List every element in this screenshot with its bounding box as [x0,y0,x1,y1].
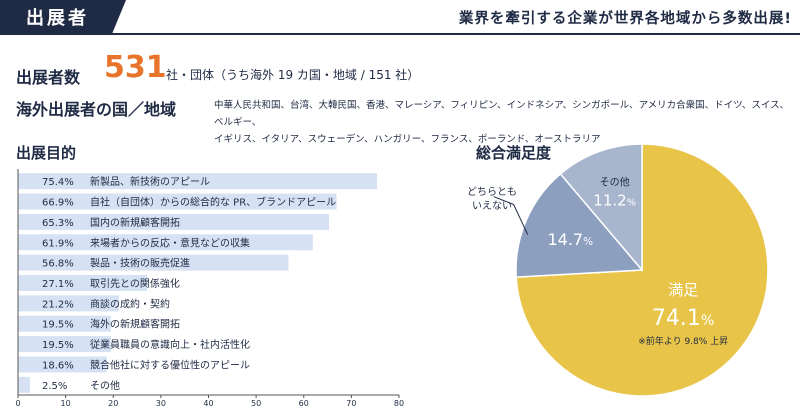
bar-8 [18,336,111,353]
pie-value-neutral: 14.7% [547,230,593,249]
bar-value-label-3: 61.9% [42,238,74,249]
pie-leader-line-neutral [493,196,529,235]
bar-x-tick-label-4: 40 [203,399,213,407]
exhibitor-count-number: 531 [104,50,167,85]
bar-x-tick-label-7: 70 [346,399,356,407]
bar-category-label-8: 従業員職員の意識向上・社内活性化 [90,338,250,351]
bar-value-label-7: 19.5% [42,320,74,331]
bar-category-label-4: 製品・技術の販売促進 [90,257,190,270]
bar-x-tick-label-2: 20 [108,399,118,407]
pie-label-neutral-line2: いえない [472,200,512,212]
bar-x-tick-label-6: 60 [299,399,309,407]
bar-3 [18,234,313,251]
pie-slice-2 [559,143,643,273]
bar-6 [18,295,119,312]
bar-category-label-9: 競合他社に対する優位性のアピール [90,358,250,371]
pie-slice-1 [515,172,644,278]
pie-label-satisfied: 満足 [668,281,698,299]
bar-value-label-9: 18.6% [42,360,74,371]
bar-2 [18,213,329,230]
exhibitor-count-label: 出展者数 [16,68,81,87]
bar-category-label-6: 商談の成約・契約 [90,297,170,310]
bar-10 [18,376,30,393]
header-tagline: 業界を牽引する企業が世界各地域から多数出展! [458,11,792,27]
countries-list-line2: イギリス、イタリア、スウェーデン、ハンガリー、フランス、ポーランド、オーストラリ… [214,134,601,145]
pie-label-neutral-line1: どちらとも [467,186,517,198]
bar-x-tick-label-8: 80 [394,399,404,407]
bar-value-label-5: 27.1% [42,279,74,290]
bar-value-label-2: 65.3% [42,218,74,229]
bar-value-label-6: 21.2% [42,299,74,310]
bar-category-label-3: 来場者からの反応・意見などの収集 [90,236,250,249]
bar-category-label-10: その他 [90,379,120,392]
countries-label: 海外出展者の国／地域 [16,100,177,119]
bar-x-tick-label-3: 30 [156,399,166,407]
bar-category-label-5: 取引先との関係強化 [90,277,180,290]
bar-5 [18,275,148,291]
bar-x-tick-label-0: 0 [15,399,20,407]
bar-x-tick-label-1: 10 [61,399,71,407]
pie-value-satisfied: 74.1% [652,306,715,331]
header-tab: 出展者 [0,0,126,34]
purpose-title: 出展目的 [16,144,77,162]
bar-category-label-0: 新製品、新技術のアピール [90,175,210,188]
satisfaction-title: 総合満足度 [476,144,552,162]
countries-list-line1: 中華人民共和国、台湾、大韓民国、香港、マレーシア、フィリピン、インドネシア、シン… [214,100,790,128]
header-tab-label: 出展者 [26,8,89,29]
pie-note-satisfied: ※前年より 9.8% 上昇 [638,335,728,347]
pie-value-other: 11.2% [593,191,636,209]
bar-4 [18,254,289,271]
bar-x-tick-label-5: 50 [251,399,261,407]
exhibitor-count-unit: 社・団体（うち海外 19 カ国・地域 / 151 社） [166,68,420,82]
countries-list: 中華人民共和国、台湾、大韓民国、香港、マレーシア、フィリピン、インドネシア、シン… [214,97,796,148]
bar-category-label-1: 自社（自団体）からの総合的な PR、ブランドアピール [90,196,336,209]
bar-category-label-2: 国内の新規顧客開拓 [90,216,180,229]
bar-value-label-1: 66.9% [42,198,74,209]
purpose-bar-chart: 75.4% 新製品、新技術のアピール 66.9% 自社（自団体）からの総合的な PR、… [15,169,404,407]
bar-9 [18,356,107,373]
bar-value-label-10: 2.5% [42,381,67,392]
bar-value-label-4: 56.8% [42,259,74,270]
pie-label-other: その他 [600,175,630,188]
bar-value-label-0: 75.4% [42,177,74,188]
header-rule [0,33,800,35]
bar-value-label-8: 19.5% [42,340,74,351]
bar-1 [18,193,337,210]
bar-category-label-7: 海外の新規顧客開拓 [90,318,180,331]
bar-7 [18,315,111,332]
bar-0 [18,173,378,190]
